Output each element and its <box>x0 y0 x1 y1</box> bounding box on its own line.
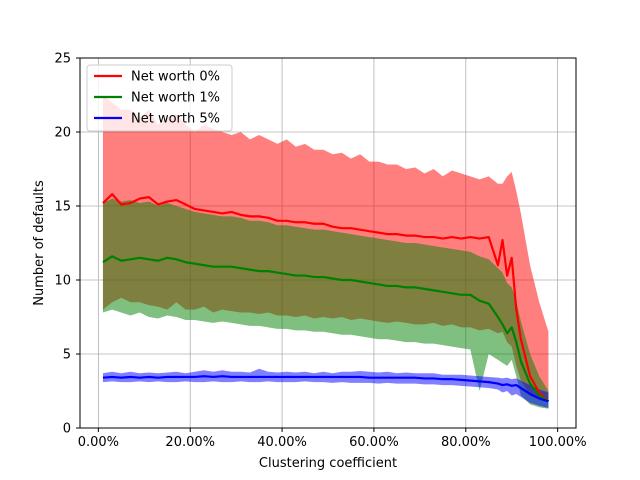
y-tick-label: 20 <box>54 126 71 141</box>
series-band-2 <box>102 198 549 409</box>
x-axis-label: Clustering coefficient <box>259 456 397 471</box>
series-line-2 <box>102 255 550 403</box>
x-tick-label: 0.00% <box>78 435 119 450</box>
y-tick-label: 5 <box>63 348 71 363</box>
y-axis-label: Number of defaults <box>32 180 47 306</box>
series-line-1 <box>102 193 550 403</box>
x-tick-label: 80.00% <box>441 435 491 450</box>
x-tick-label: 20.00% <box>165 435 215 450</box>
legend-label-1: Net worth 0% <box>131 70 220 85</box>
axis-ticks: 0.00% 20.00% 40.00% 60.00% 80.00% 100.00% 0 5 10… <box>54 52 586 451</box>
y-tick-label: 10 <box>54 274 71 289</box>
plot-frame <box>79 57 577 429</box>
y-tick-label: 0 <box>63 422 71 437</box>
x-tick-label: 100.00% <box>529 435 587 450</box>
x-tick-label: 60.00% <box>349 435 399 450</box>
legend: Net worth 0% Net worth 1% Net worth 5% <box>86 64 233 132</box>
series-lines <box>102 193 550 403</box>
y-tick-label: 15 <box>54 200 71 215</box>
legend-box <box>86 64 233 132</box>
series-line-3 <box>102 375 549 403</box>
y-tick-label: 25 <box>54 52 71 67</box>
x-tick-label: 40.00% <box>257 435 307 450</box>
legend-label-3: Net worth 5% <box>131 112 220 127</box>
legend-label-2: Net worth 1% <box>131 91 220 106</box>
